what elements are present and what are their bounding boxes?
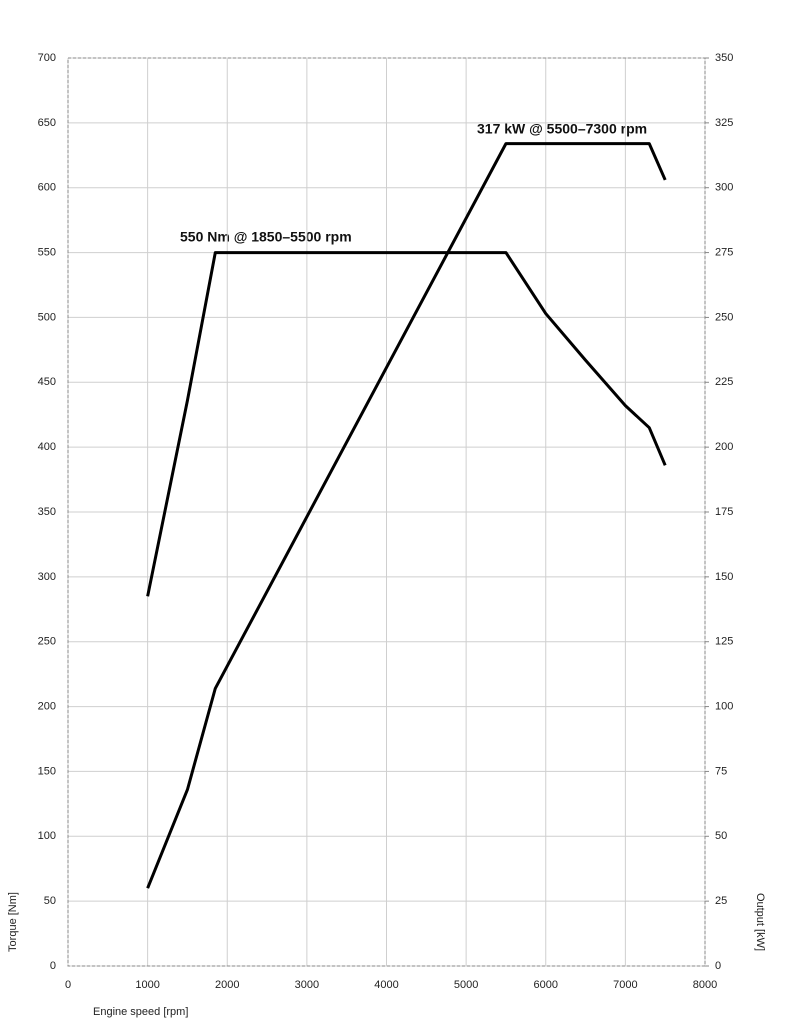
y-tick-label: 150 (38, 765, 56, 777)
y-tick-label: 50 (44, 895, 56, 907)
y2-tick-label: 250 (715, 311, 733, 323)
y-tick-label: 450 (38, 376, 56, 388)
y2-tick-label: 50 (715, 830, 727, 842)
y2-tick-label: 225 (715, 376, 733, 388)
y-tick-label: 600 (38, 182, 56, 194)
y2-tick-label: 25 (715, 895, 727, 907)
x-tick-label: 5000 (454, 979, 478, 991)
x-axis-label: Engine speed [rpm] (93, 1006, 188, 1018)
y-axis-label: Torque [Nm] (7, 892, 19, 952)
y-tick-label: 400 (38, 441, 56, 453)
y-tick-label: 300 (38, 571, 56, 583)
x-tick-label: 2000 (215, 979, 239, 991)
y2-tick-label: 150 (715, 571, 733, 583)
y2-tick-label: 275 (715, 246, 733, 258)
y2-tick-label: 125 (715, 636, 733, 648)
y2-axis-label: Output [kW] (754, 893, 766, 951)
annotation: 317 kW @ 5500–7300 rpm (477, 121, 647, 137)
y-tick-label: 650 (38, 117, 56, 129)
line (146, 251, 667, 597)
y-tick-label: 350 (38, 506, 56, 518)
x-tick-label: 8000 (693, 979, 717, 991)
x-tick-label: 1000 (135, 979, 159, 991)
annotation: 550 Nm @ 1850–5500 rpm (180, 229, 352, 245)
y-tick-label: 250 (38, 636, 56, 648)
x-tick-label: 4000 (374, 979, 398, 991)
plot-frame (67, 57, 706, 967)
y-tick-label: 700 (38, 52, 56, 64)
y2-tick-label: 75 (715, 765, 727, 777)
y2-tick-label: 200 (715, 441, 733, 453)
line (146, 142, 667, 889)
y-tick-label: 0 (50, 960, 56, 972)
y-tick-label: 500 (38, 311, 56, 323)
y2-tick-label: 300 (715, 182, 733, 194)
y-tick-label: 550 (38, 246, 56, 258)
y-tick-label: 100 (38, 830, 56, 842)
x-tick-label: 0 (65, 979, 71, 991)
x-tick-label: 7000 (613, 979, 637, 991)
y-tick-label: 200 (38, 700, 56, 712)
y2-tick-label: 325 (715, 117, 733, 129)
x-tick-label: 6000 (534, 979, 558, 991)
x-tick-label: 3000 (295, 979, 319, 991)
y2-tick-label: 350 (715, 52, 733, 64)
y2-tick-label: 100 (715, 700, 733, 712)
y2-tick-label: 175 (715, 506, 733, 518)
y2-tick-label: 0 (715, 960, 721, 972)
